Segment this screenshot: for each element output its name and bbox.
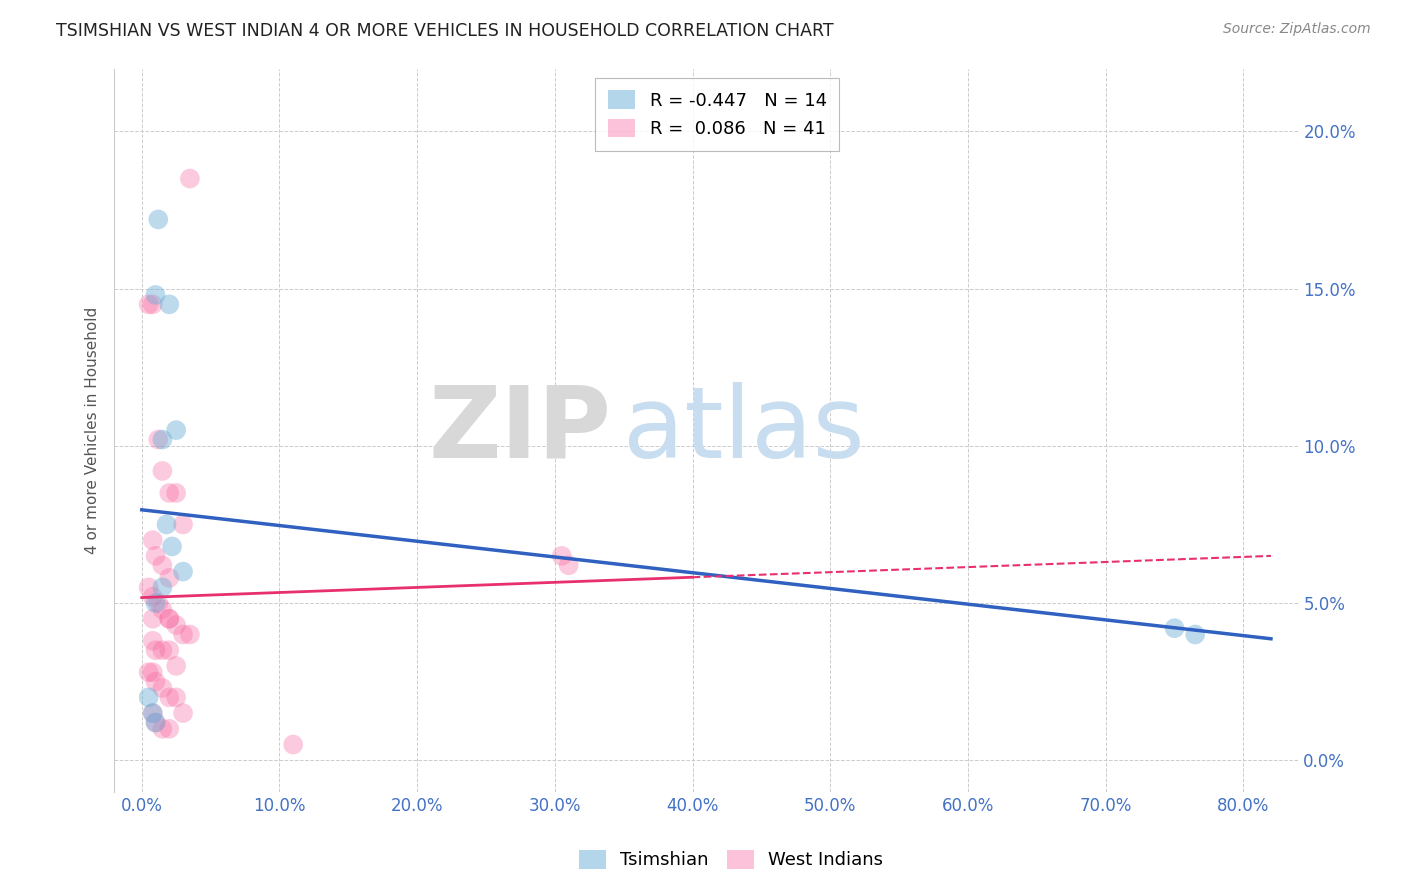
Point <box>142 612 165 626</box>
Point <box>157 297 180 311</box>
Point <box>148 433 170 447</box>
Point <box>155 517 177 532</box>
Point <box>150 558 173 573</box>
Point <box>142 533 165 548</box>
Point <box>145 596 167 610</box>
Point <box>150 722 173 736</box>
Point <box>551 549 574 563</box>
Point <box>172 517 194 532</box>
Point <box>165 690 187 705</box>
Point <box>157 612 180 626</box>
Point <box>150 580 173 594</box>
Point <box>150 681 173 695</box>
Point <box>150 602 173 616</box>
Point <box>145 715 167 730</box>
Point <box>1163 621 1185 635</box>
Text: TSIMSHIAN VS WEST INDIAN 4 OR MORE VEHICLES IN HOUSEHOLD CORRELATION CHART: TSIMSHIAN VS WEST INDIAN 4 OR MORE VEHIC… <box>56 22 834 40</box>
Point <box>142 706 165 720</box>
Point <box>283 738 305 752</box>
Point <box>138 665 160 680</box>
Point <box>150 433 173 447</box>
Text: ZIP: ZIP <box>429 382 612 479</box>
Point <box>179 627 201 641</box>
Point <box>145 674 167 689</box>
Point <box>172 565 194 579</box>
Point <box>150 643 173 657</box>
Point <box>165 486 187 500</box>
Point <box>157 486 180 500</box>
Point <box>142 297 165 311</box>
Point <box>142 633 165 648</box>
Point <box>145 715 167 730</box>
Point <box>145 643 167 657</box>
Point <box>142 590 165 604</box>
Point <box>148 596 170 610</box>
Point <box>150 464 173 478</box>
Point <box>138 297 160 311</box>
Point <box>145 288 167 302</box>
Point <box>1184 627 1206 641</box>
Point <box>148 212 170 227</box>
Legend: R = -0.447   N = 14, R =  0.086   N = 41: R = -0.447 N = 14, R = 0.086 N = 41 <box>596 78 839 151</box>
Point <box>557 558 579 573</box>
Point <box>165 659 187 673</box>
Point <box>172 627 194 641</box>
Y-axis label: 4 or more Vehicles in Household: 4 or more Vehicles in Household <box>86 307 100 554</box>
Point <box>179 171 201 186</box>
Point <box>157 690 180 705</box>
Point <box>157 612 180 626</box>
Text: Source: ZipAtlas.com: Source: ZipAtlas.com <box>1223 22 1371 37</box>
Point <box>172 706 194 720</box>
Point <box>142 665 165 680</box>
Point <box>157 643 180 657</box>
Point <box>157 722 180 736</box>
Point <box>142 706 165 720</box>
Text: atlas: atlas <box>623 382 865 479</box>
Point <box>157 571 180 585</box>
Point <box>138 690 160 705</box>
Point <box>165 618 187 632</box>
Point <box>160 540 183 554</box>
Legend: Tsimshian, West Indians: Tsimshian, West Indians <box>569 841 893 879</box>
Point <box>145 549 167 563</box>
Point <box>165 423 187 437</box>
Point <box>138 580 160 594</box>
